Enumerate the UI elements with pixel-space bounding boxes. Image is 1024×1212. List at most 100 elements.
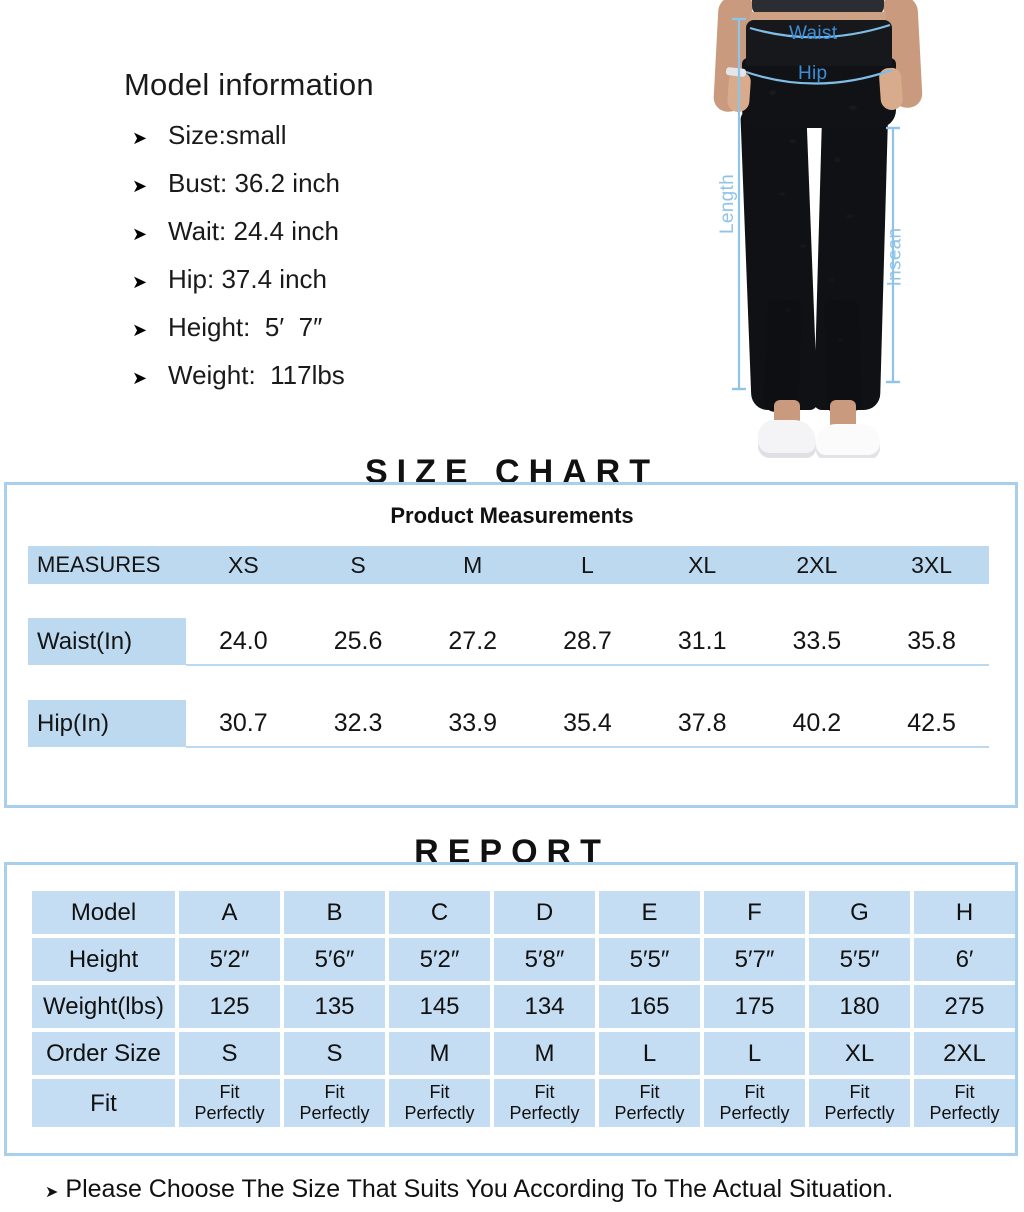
table-cell: 30.7 <box>185 700 301 748</box>
waist-arc-line <box>749 23 891 39</box>
table-cell: Fit Perfectly <box>599 1079 700 1127</box>
table-cell: 37.8 <box>644 700 760 748</box>
table-cell: 25.6 <box>300 618 416 666</box>
size-chart-box: MEASURES XS S M L XL 2XL 3XL Waist(In) 2… <box>4 482 1018 808</box>
leggings-hip-area <box>742 58 896 128</box>
model-information-section: Model information ➤ Size:small ➤ Bust: 3… <box>124 66 564 401</box>
list-item: ➤ Size:small <box>124 113 564 161</box>
table-cell: 180 <box>809 985 910 1028</box>
table-cell: A <box>179 891 280 934</box>
table-cell: 165 <box>599 985 700 1028</box>
row-label-weight: Weight(lbs) <box>32 985 175 1028</box>
table-cell: 5′5″ <box>809 938 910 981</box>
footer-note: ➤ Please Choose The Size That Suits You … <box>45 1175 893 1204</box>
arrow-bullet-icon: ➤ <box>132 320 148 341</box>
table-cell: 175 <box>704 985 805 1028</box>
table-cell: 40.2 <box>759 700 875 748</box>
column-header-measures: MEASURES <box>28 546 186 584</box>
table-cell: 145 <box>389 985 490 1028</box>
table-row: Model A B C D E F G H <box>32 891 1015 934</box>
table-cell: 35.8 <box>874 618 989 666</box>
column-header-size: 2XL <box>759 546 875 584</box>
table-cell: 42.5 <box>874 700 989 748</box>
table-cell: G <box>809 891 910 934</box>
table-row: Fit Fit Perfectly Fit Perfectly Fit Perfect… <box>32 1079 1015 1127</box>
model-information-title: Model information <box>124 67 374 102</box>
report-table: Model A B C D E F G H Height 5′2″ 5′6″ 5… <box>28 887 1019 1131</box>
table-cell: L <box>599 1032 700 1075</box>
table-cell: 5′2″ <box>389 938 490 981</box>
inseam-label: Insean <box>884 227 906 287</box>
spacer-cell <box>28 665 989 700</box>
waist-label: Waist <box>789 23 838 44</box>
table-cell: 24.0 <box>185 618 301 666</box>
table-cell: M <box>389 1032 490 1075</box>
table-cell: 32.3 <box>300 700 416 748</box>
arrow-bullet-icon: ➤ <box>132 368 148 389</box>
arrow-bullet-icon: ➤ <box>45 1184 59 1201</box>
table-cell: 2XL <box>914 1032 1015 1075</box>
list-item: ➤ Wait: 24.4 inch <box>124 209 564 257</box>
table-cell: 5′5″ <box>599 938 700 981</box>
list-item-label: Height: 5′ 7″ <box>168 312 323 343</box>
list-item: ➤ Hip: 37.4 inch <box>124 257 564 305</box>
table-cell: XL <box>809 1032 910 1075</box>
table-cell: Fit Perfectly <box>809 1079 910 1127</box>
table-cell: 27.2 <box>415 618 531 666</box>
length-label: Length <box>716 174 738 234</box>
table-spacer-row <box>28 665 989 700</box>
list-item-label: Size:small <box>168 120 287 151</box>
column-header-size: S <box>300 546 416 584</box>
column-header-size: XL <box>644 546 760 584</box>
list-item: ➤ Bust: 36.2 inch <box>124 161 564 209</box>
table-cell: S <box>284 1032 385 1075</box>
table-cell: 5′2″ <box>179 938 280 981</box>
model-right-sneaker <box>816 424 880 458</box>
table-cell: L <box>704 1032 805 1075</box>
list-item-label: Hip: 37.4 inch <box>168 264 327 295</box>
table-cell: Fit Perfectly <box>284 1079 385 1127</box>
arrow-bullet-icon: ➤ <box>132 128 148 149</box>
table-header-row: MEASURES XS S M L XL 2XL 3XL <box>28 546 989 584</box>
arrow-bullet-icon: ➤ <box>132 224 148 245</box>
size-chart-subtitle: Product Measurements <box>390 503 634 528</box>
report-box: Model A B C D E F G H Height 5′2″ 5′6″ 5… <box>4 862 1018 1156</box>
list-item: ➤ Weight: 117lbs <box>124 353 564 401</box>
table-cell: Fit Perfectly <box>914 1079 1015 1127</box>
table-cell: 31.1 <box>644 618 760 666</box>
table-cell: F <box>704 891 805 934</box>
row-label-waist: Waist(In) <box>28 618 186 665</box>
row-label-fit: Fit <box>32 1079 175 1127</box>
column-header-size: L <box>530 546 645 584</box>
table-cell: 35.4 <box>530 700 645 748</box>
column-header-size: 3XL <box>874 546 989 584</box>
table-row: Waist(In) 24.0 25.6 27.2 28.7 31.1 33.5 … <box>28 618 989 666</box>
table-cell: M <box>494 1032 595 1075</box>
table-cell: 135 <box>284 985 385 1028</box>
table-cell: 6′ <box>914 938 1015 981</box>
column-header-size: M <box>415 546 531 584</box>
list-item: ➤ Height: 5′ 7″ <box>124 305 564 353</box>
table-cell: 134 <box>494 985 595 1028</box>
table-cell: Fit Perfectly <box>179 1079 280 1127</box>
measurement-guides <box>732 17 900 391</box>
table-row: Weight(lbs) 125 135 145 134 165 175 180 … <box>32 985 1015 1028</box>
hip-arc-line <box>745 68 893 85</box>
table-row: Order Size S S M M L L XL 2XL <box>32 1032 1015 1075</box>
list-item-label: Wait: 24.4 inch <box>168 216 340 247</box>
row-label-height: Height <box>32 938 175 981</box>
table-cell: 5′8″ <box>494 938 595 981</box>
table-cell: 28.7 <box>530 618 645 666</box>
size-chart-table: MEASURES XS S M L XL 2XL 3XL Waist(In) 2… <box>28 546 989 748</box>
list-item-label: Bust: 36.2 inch <box>168 168 340 199</box>
row-label-hip: Hip(In) <box>28 700 186 747</box>
footer-note-text: Please Choose The Size That Suits You Ac… <box>65 1175 894 1203</box>
table-cell: Fit Perfectly <box>389 1079 490 1127</box>
model-information-list: ➤ Size:small ➤ Bust: 36.2 inch ➤ Wait: 2… <box>124 113 564 401</box>
table-cell: S <box>179 1032 280 1075</box>
table-row: Height 5′2″ 5′6″ 5′2″ 5′8″ 5′5″ 5′7″ 5′5… <box>32 938 1015 981</box>
arrow-bullet-icon: ➤ <box>132 176 148 197</box>
spacer-cell <box>28 584 989 618</box>
arrow-bullet-icon: ➤ <box>132 272 148 293</box>
table-cell: 5′6″ <box>284 938 385 981</box>
